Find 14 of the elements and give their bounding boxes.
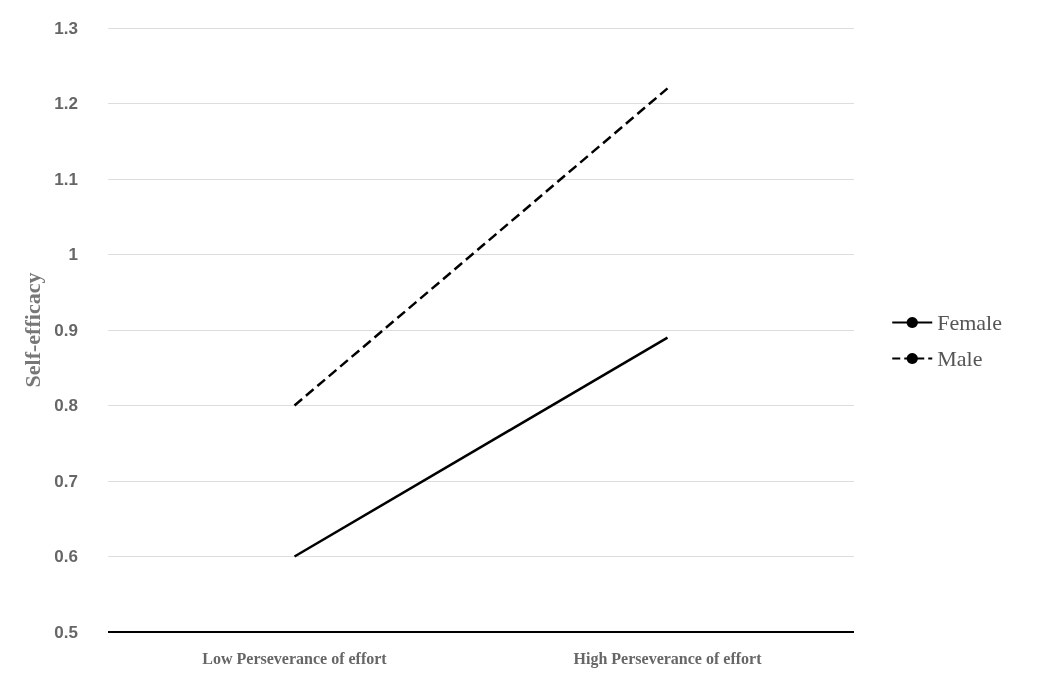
y-tick-label: 1 bbox=[68, 245, 78, 264]
x-tick-label: High Perseverance of effort bbox=[573, 649, 763, 668]
x-tick-label: Low Perseverance of effort bbox=[202, 649, 388, 667]
y-tick-label: 1.2 bbox=[54, 94, 78, 113]
y-tick-label: 1.1 bbox=[54, 169, 78, 189]
y-tick-label: 0.8 bbox=[54, 396, 78, 415]
y-axis-title: Self-efficacy bbox=[19, 272, 45, 388]
y-tick-label: 1.3 bbox=[54, 18, 78, 38]
y-tick-label: 0.7 bbox=[54, 471, 78, 491]
y-tick-label: 0.9 bbox=[54, 320, 78, 340]
y-tick-label: 0.5 bbox=[54, 622, 78, 642]
y-tick-label: 0.6 bbox=[54, 547, 78, 566]
legend-label: Male bbox=[937, 346, 983, 371]
legend-label: Female bbox=[937, 310, 1003, 335]
